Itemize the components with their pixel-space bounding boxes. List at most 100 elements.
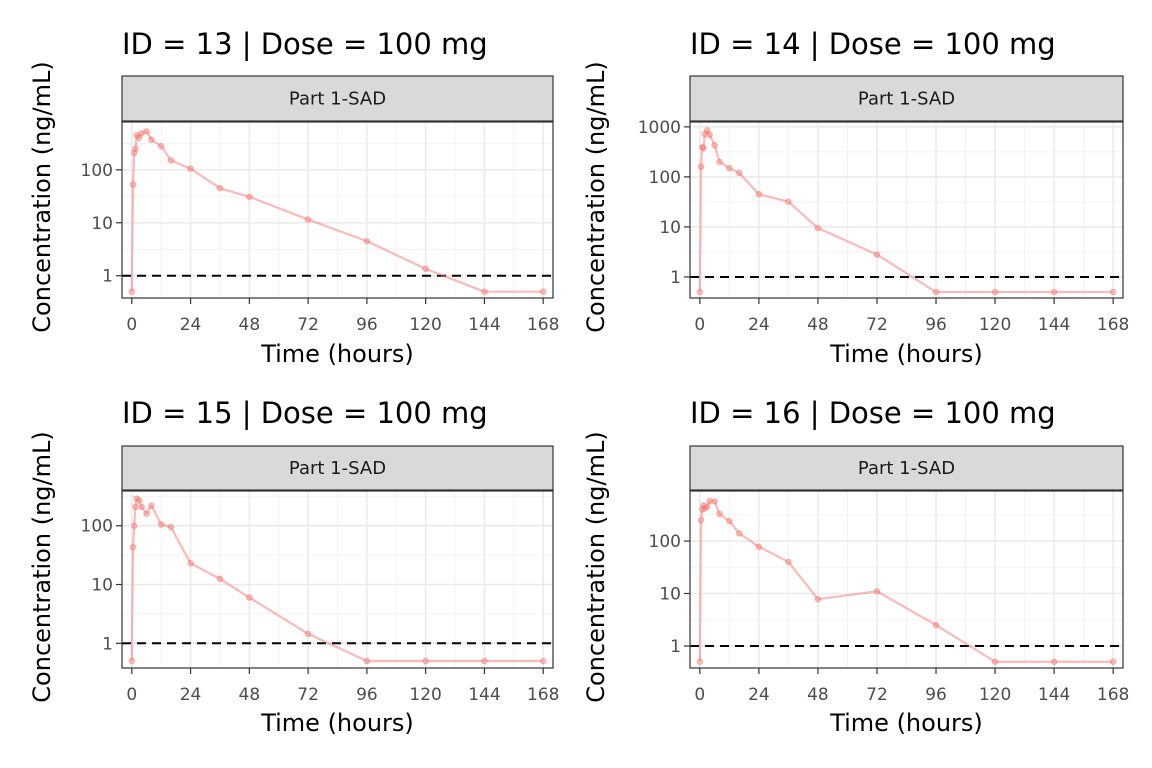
x-tick-label: 48 xyxy=(807,315,829,335)
x-tick-label: 144 xyxy=(468,315,500,335)
y-tick-label: 100 xyxy=(649,168,681,188)
data-point xyxy=(128,657,135,665)
facet-panel-2: Part 1-SAD ID = 14 | Dose = 100 mg 0 24 48 72… xyxy=(582,27,1129,368)
facet-strip xyxy=(689,75,1124,122)
data-point xyxy=(148,136,155,143)
x-tick-label: 120 xyxy=(979,685,1011,705)
data-point xyxy=(1109,658,1117,665)
data-point xyxy=(1050,288,1058,296)
data-point xyxy=(481,657,488,665)
data-point xyxy=(726,517,733,525)
x-tick-label: 168 xyxy=(1097,315,1129,335)
x-tick-label: 0 xyxy=(126,315,137,335)
panel-border xyxy=(121,490,554,669)
x-tick-label: 24 xyxy=(180,315,202,335)
x-tick-label: 168 xyxy=(1097,685,1129,705)
data-point xyxy=(129,544,137,551)
x-tick-label: 96 xyxy=(356,315,378,335)
series-line xyxy=(130,497,544,663)
x-tick-label: 24 xyxy=(748,685,770,705)
data-point xyxy=(785,198,792,205)
data-point xyxy=(138,503,145,511)
data-point xyxy=(1109,288,1117,296)
facet-strip-label: Part 1-SAD xyxy=(289,89,386,110)
data-point xyxy=(246,193,253,200)
data-point xyxy=(697,516,705,524)
data-point xyxy=(1050,658,1058,665)
facet-panel-4: Part 1-SAD ID = 16 | Dose = 100 mg 0 24 48 72… xyxy=(582,396,1129,737)
y-tick-label: 1 xyxy=(670,637,681,657)
data-point xyxy=(991,288,999,296)
panel-title: ID = 16 | Dose = 100 mg xyxy=(690,396,1056,430)
data-point xyxy=(716,510,723,518)
data-point xyxy=(726,164,733,172)
panel-title: ID = 15 | Dose = 100 mg xyxy=(122,396,488,430)
data-point xyxy=(363,237,371,245)
x-tick-label: 72 xyxy=(297,315,319,335)
data-point xyxy=(814,224,822,232)
facet-strip-label: Part 1-SAD xyxy=(289,458,386,479)
series-line xyxy=(698,499,1114,663)
data-point xyxy=(132,145,139,152)
series-line xyxy=(130,130,544,293)
panel-border xyxy=(689,121,1124,299)
x-tick-label: 168 xyxy=(527,315,559,335)
data-point xyxy=(540,657,547,665)
data-point xyxy=(716,158,723,166)
data-point xyxy=(167,157,175,164)
x-tick-label: 24 xyxy=(180,685,202,705)
y-axis-title: Concentration (ng/mL) xyxy=(582,431,610,702)
data-point xyxy=(304,630,312,638)
data-point xyxy=(932,621,940,629)
data-point xyxy=(216,575,224,583)
data-point xyxy=(216,184,224,192)
x-tick-label: 96 xyxy=(925,315,947,335)
x-tick-label: 0 xyxy=(694,685,705,705)
x-tick-label: 72 xyxy=(297,685,319,705)
facet-panel-3: Part 1-SAD ID = 15 | Dose = 100 mg 0 24 48 72… xyxy=(28,396,559,737)
data-point xyxy=(187,560,194,567)
facet-strip xyxy=(689,445,1124,491)
data-point xyxy=(187,165,194,172)
x-tick-label: 168 xyxy=(527,685,559,705)
facet-strip xyxy=(121,75,554,122)
data-point xyxy=(736,530,743,537)
y-tick-label: 1 xyxy=(102,634,113,654)
data-point xyxy=(131,522,138,529)
x-tick-label: 144 xyxy=(1038,315,1070,335)
y-tick-label: 10 xyxy=(659,585,681,605)
panel-border xyxy=(689,490,1124,669)
panel-title: ID = 14 | Dose = 100 mg xyxy=(690,27,1056,61)
facet-strip-label: Part 1-SAD xyxy=(858,89,955,110)
x-tick-label: 0 xyxy=(126,685,137,705)
data-point xyxy=(736,169,743,177)
data-point xyxy=(128,288,135,295)
facet-strip-label: Part 1-SAD xyxy=(858,458,955,479)
data-point xyxy=(696,288,704,296)
data-point xyxy=(697,163,705,170)
data-point xyxy=(422,265,429,273)
y-axis-title: Concentration (ng/mL) xyxy=(582,61,610,332)
data-point xyxy=(132,503,139,511)
y-tick-label: 1000 xyxy=(638,118,681,138)
data-point xyxy=(135,134,143,142)
y-tick-label: 100 xyxy=(81,517,113,537)
x-tick-label: 120 xyxy=(409,315,441,335)
data-point xyxy=(157,521,165,528)
y-tick-label: 10 xyxy=(659,218,681,238)
data-point xyxy=(363,657,371,665)
x-tick-label: 72 xyxy=(866,685,888,705)
panel-border xyxy=(121,121,554,299)
data-point xyxy=(991,658,999,665)
y-tick-label: 10 xyxy=(91,576,113,596)
data-point xyxy=(785,558,792,566)
data-point xyxy=(700,144,707,152)
x-tick-label: 96 xyxy=(925,685,947,705)
x-axis-title: Time (hours) xyxy=(260,709,414,737)
x-tick-label: 144 xyxy=(468,685,500,705)
facet-panel-1: Part 1-SAD ID = 13 | Dose = 100 mg 0 24 48 72… xyxy=(28,27,559,368)
y-tick-label: 10 xyxy=(91,214,113,234)
y-axis-title: Concentration (ng/mL) xyxy=(28,61,56,332)
